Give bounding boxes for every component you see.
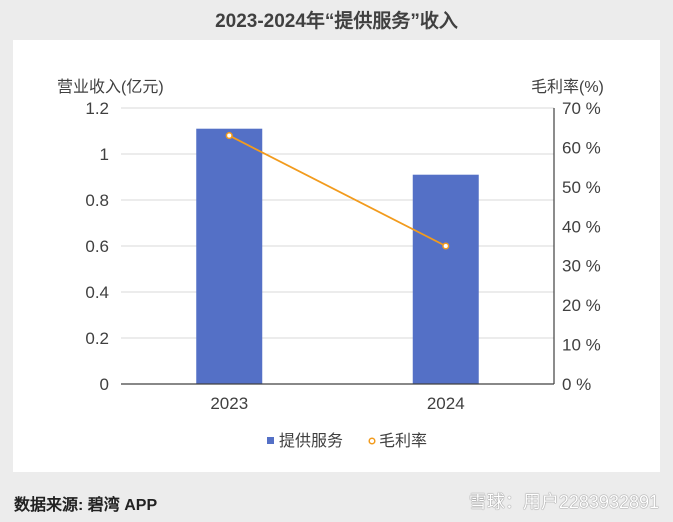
data-source: 数据来源: 碧湾 APP [14,497,158,514]
y-right-axis-label: 毛利率(%) [531,78,604,96]
y-right-tick-label: 60 % [562,138,601,157]
y-right-tick-label: 70 % [562,99,601,118]
legend-line-swatch [368,437,376,445]
y-right-tick-label: 50 % [562,178,601,197]
legend-line-label: 毛利率 [379,432,427,450]
y-right-tick-label: 30 % [562,257,601,276]
y-left-tick-label: 0.2 [85,329,109,348]
legend-bar-label: 提供服务 [279,432,343,450]
y-left-tick-label: 0.6 [85,237,109,256]
line-point-2023 [225,132,233,140]
watermark-text: 雪球：用户2283932891 [468,492,659,512]
y-left-tick-label: 0.4 [85,283,109,302]
y-left-tick-label: 1.2 [85,99,109,118]
y-right-tick-label: 10 % [562,336,601,355]
y-right-tick-label: 20 % [562,296,601,315]
y-right-tick-label: 0 % [562,375,591,394]
y-left-axis-label: 营业收入(亿元) [57,78,164,96]
y-left-tick-label: 0.8 [85,191,109,210]
bar-2024 [412,174,479,384]
legend: 提供服务 毛利率 [267,432,427,450]
y-left-tick-label: 1 [100,145,109,164]
chart-svg: 0 0.2 0.4 0.6 0.8 1 1.2 0 % 10 % 20 % 30 % 40 % 50 %… [57,78,604,450]
y-right-tick-label: 40 % [562,217,601,236]
line-series [228,134,447,247]
y-left-tick-label: 0 [100,375,109,394]
legend-bar-swatch [267,437,274,444]
bar-2023 [196,128,263,384]
chart-panel: 0 0.2 0.4 0.6 0.8 1 1.2 0 % 10 % 20 % 30 % 40 % 50 %… [13,40,660,472]
x-tick-label: 2023 [210,394,248,413]
x-tick-label: 2024 [427,394,465,413]
line-point-2024 [442,242,450,250]
chart-title: 2023-2024年“提供服务”收入 [215,11,458,32]
